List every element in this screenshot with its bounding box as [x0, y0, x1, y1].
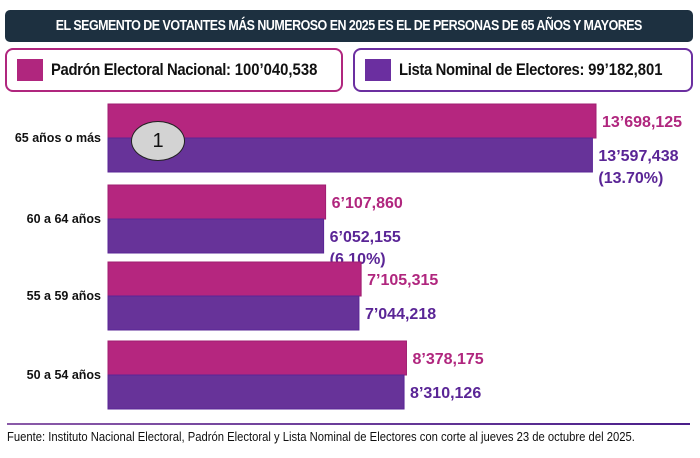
value-label-lista: 8’310,126: [410, 385, 481, 402]
bar-padron: [107, 340, 407, 376]
value-label-padron: 6’107,860: [332, 195, 403, 212]
legend-label-lista: Lista Nominal de Electores:: [399, 60, 585, 79]
legend-label-padron: Padrón Electoral Nacional:: [51, 60, 231, 79]
chart-title-bar: EL SEGMENTO DE VOTANTES MÁS NUMEROSO EN …: [5, 10, 693, 42]
value-label-padron: 8’378,175: [412, 351, 483, 368]
value-label-lista: 7’044,218: [365, 306, 436, 323]
legend-swatch-lista: [365, 59, 391, 81]
chart-title: EL SEGMENTO DE VOTANTES MÁS NUMEROSO EN …: [55, 18, 643, 34]
legend-swatch-padron: [17, 59, 43, 81]
legend-lista: Lista Nominal de Electores: 99’182,801: [353, 48, 693, 92]
category-label: 55 a 59 años: [27, 289, 101, 303]
bar-padron: [107, 103, 597, 139]
legend-total-padron: 100’040,538: [234, 60, 318, 79]
value-label-lista: 6’052,155: [330, 229, 401, 246]
category-label: 60 a 64 años: [27, 212, 101, 226]
value-label-lista: 13’597,438: [598, 148, 678, 165]
bar-padron: [107, 184, 327, 220]
percent-label-lista: (13.70%): [598, 170, 663, 187]
footer-divider: [7, 423, 690, 425]
source-footnote: Fuente: Instituto Nacional Electoral, Pa…: [7, 430, 635, 444]
category-label: 50 a 54 años: [27, 368, 101, 382]
bar-padron: [107, 261, 362, 297]
legend-padron: Padrón Electoral Nacional: 100’040,538: [5, 48, 343, 92]
bar-lista: [107, 295, 360, 331]
bar-lista: [107, 137, 593, 173]
bar-lista: [107, 374, 405, 410]
legend-total-lista: 99’182,801: [588, 60, 663, 79]
bar-lista: [107, 218, 325, 254]
category-label: 65 años o más: [15, 131, 101, 145]
badge-number: 1: [131, 121, 185, 161]
value-label-padron: 7’105,315: [367, 272, 438, 289]
value-label-padron: 13’698,125: [602, 114, 682, 131]
